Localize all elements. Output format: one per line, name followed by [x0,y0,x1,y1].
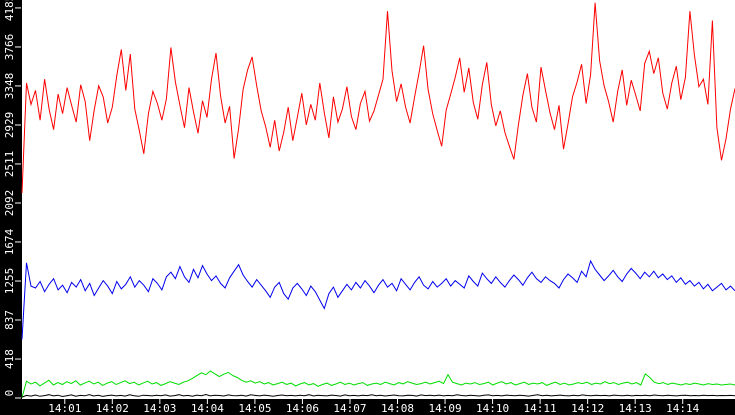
x-tick-label: 14:01 [48,402,81,415]
x-tick-label: 14:14 [666,402,699,415]
y-tick-label: 1255 [3,268,16,295]
x-tick-label: 14:07 [333,402,366,415]
blue-series-line [21,259,735,340]
y-tick-label: 2092 [3,190,16,217]
y-tick-label: 3766 [3,34,16,61]
x-tick-label: 14:06 [286,402,319,415]
green-series-line [21,370,735,398]
x-tick-label: 14:08 [381,402,414,415]
black-series-line [21,393,735,398]
y-tick-label: 2511 [3,151,16,178]
x-tick-label: 14:10 [476,402,509,415]
y-tick-label: 4185 [3,0,16,21]
x-tick-label: 14:13 [619,402,652,415]
y-tick-label: 1674 [3,228,16,255]
x-tick-label: 14:02 [96,402,129,415]
x-tick-label: 14:11 [524,402,557,415]
y-tick-label: 0 [3,390,16,397]
red-series-line [21,2,735,193]
y-tick-label: 418 [3,349,16,369]
x-tick-label: 14:12 [571,402,604,415]
y-tick-label: 837 [3,310,16,330]
x-tick-label: 14:04 [191,402,224,415]
x-axis-band [0,399,735,415]
y-axis-band [0,0,22,415]
x-tick-label: 14:05 [238,402,271,415]
x-tick-label: 14:03 [143,402,176,415]
y-tick-label: 2929 [3,112,16,139]
y-tick-label: 3348 [3,73,16,100]
x-tick-label: 14:09 [428,402,461,415]
